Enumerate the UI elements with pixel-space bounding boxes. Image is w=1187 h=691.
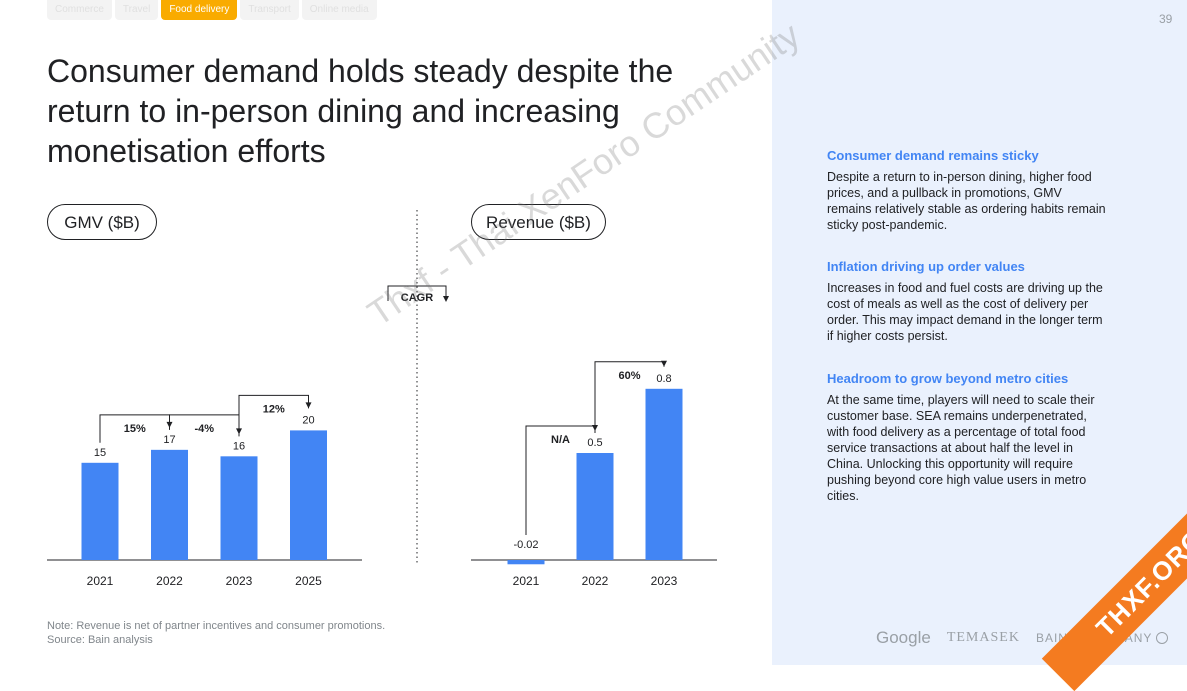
page-title: Consumer demand holds steady despite the… bbox=[47, 53, 674, 169]
revenue-chart-title: Revenue ($B) bbox=[471, 204, 606, 240]
bar-2022 bbox=[576, 453, 614, 560]
section-tabs: Commerce Travel Food delivery Transport … bbox=[47, 0, 377, 20]
revenue-chart: -0.02 2021 0.5 2022 0.8 2023 N/A 60% bbox=[471, 360, 717, 588]
x-tick-label-2022: 2022 bbox=[156, 574, 183, 588]
footnote: Note: Revenue is net of partner incentiv… bbox=[47, 619, 385, 647]
cagr-label: CAGR bbox=[401, 292, 433, 304]
x-tick-label-2022: 2022 bbox=[582, 574, 609, 588]
growth-arrowhead bbox=[661, 360, 667, 367]
insight-body: Despite a return to in-person dining, hi… bbox=[827, 170, 1106, 232]
insight-heading: Headroom to grow beyond metro cities bbox=[827, 371, 1069, 386]
charts-canvas: CAGR 15 2021 17 2022 16 2023 20 2025 15% -4% 12% -… bbox=[47, 210, 717, 588]
insight-heading: Consumer demand remains sticky bbox=[827, 148, 1039, 163]
insight-sticky-demand: Consumer demand remains sticky Despite a… bbox=[827, 148, 1107, 233]
data-label-2025: 20 bbox=[302, 414, 314, 426]
tab-travel[interactable]: Travel bbox=[114, 0, 159, 20]
bar-2021 bbox=[81, 462, 119, 560]
tab-online-media[interactable]: Online media bbox=[301, 0, 377, 20]
insight-inflation: Inflation driving up order values Increa… bbox=[827, 259, 1107, 344]
page-number: 39 bbox=[1159, 12, 1173, 26]
data-label-2021: 15 bbox=[94, 447, 106, 459]
x-tick-label-2023: 2023 bbox=[226, 574, 253, 588]
insight-body: At the same time, players will need to s… bbox=[827, 393, 1095, 503]
google-logo: Google bbox=[876, 628, 931, 647]
cagr-arrowhead bbox=[443, 296, 449, 302]
bain-mark-icon bbox=[1156, 632, 1169, 644]
gmv-chart-title: GMV ($B) bbox=[47, 204, 157, 240]
growth-arrow bbox=[238, 394, 309, 437]
growth-label: -4% bbox=[194, 423, 214, 435]
x-tick-label-2025: 2025 bbox=[295, 574, 322, 588]
bar-2023 bbox=[645, 388, 683, 560]
tab-commerce[interactable]: Commerce bbox=[47, 0, 112, 20]
data-label-2023: 16 bbox=[233, 440, 245, 452]
x-tick-label-2023: 2023 bbox=[651, 574, 678, 588]
data-label-2022: 17 bbox=[163, 434, 175, 446]
data-label-2022: 0.5 bbox=[587, 437, 602, 449]
bar-2022 bbox=[151, 449, 188, 560]
growth-label: 12% bbox=[263, 403, 285, 415]
growth-label: 15% bbox=[124, 423, 146, 435]
insight-body: Increases in food and fuel costs are dri… bbox=[827, 281, 1103, 343]
x-tick-label-2021: 2021 bbox=[87, 574, 114, 588]
bar-2025 bbox=[290, 430, 327, 560]
insight-heading: Inflation driving up order values bbox=[827, 259, 1025, 274]
footnote-note: Note: Revenue is net of partner incentiv… bbox=[47, 620, 386, 632]
bar-2021 bbox=[507, 560, 545, 565]
temasek-logo: TEMASEK bbox=[946, 630, 1020, 645]
growth-label: N/A bbox=[551, 434, 570, 446]
cagr-bracket bbox=[387, 285, 447, 301]
insights-panel-background bbox=[772, 0, 1187, 665]
data-label-2021: -0.02 bbox=[513, 539, 538, 551]
bar-2023 bbox=[220, 456, 258, 560]
insight-headroom: Headroom to grow beyond metro cities At … bbox=[827, 371, 1107, 504]
growth-arrowhead bbox=[305, 402, 312, 409]
x-tick-label-2021: 2021 bbox=[513, 574, 540, 588]
cagr-marker: CAGR bbox=[387, 285, 449, 304]
data-label-2023: 0.8 bbox=[656, 373, 671, 385]
tab-food-delivery[interactable]: Food delivery bbox=[161, 0, 238, 20]
growth-label: 60% bbox=[618, 370, 640, 382]
gmv-chart: 15 2021 17 2022 16 2023 20 2025 15% -4% 12% bbox=[47, 394, 362, 588]
footnote-source: Source: Bain analysis bbox=[47, 634, 153, 646]
tab-transport[interactable]: Transport bbox=[240, 0, 299, 20]
